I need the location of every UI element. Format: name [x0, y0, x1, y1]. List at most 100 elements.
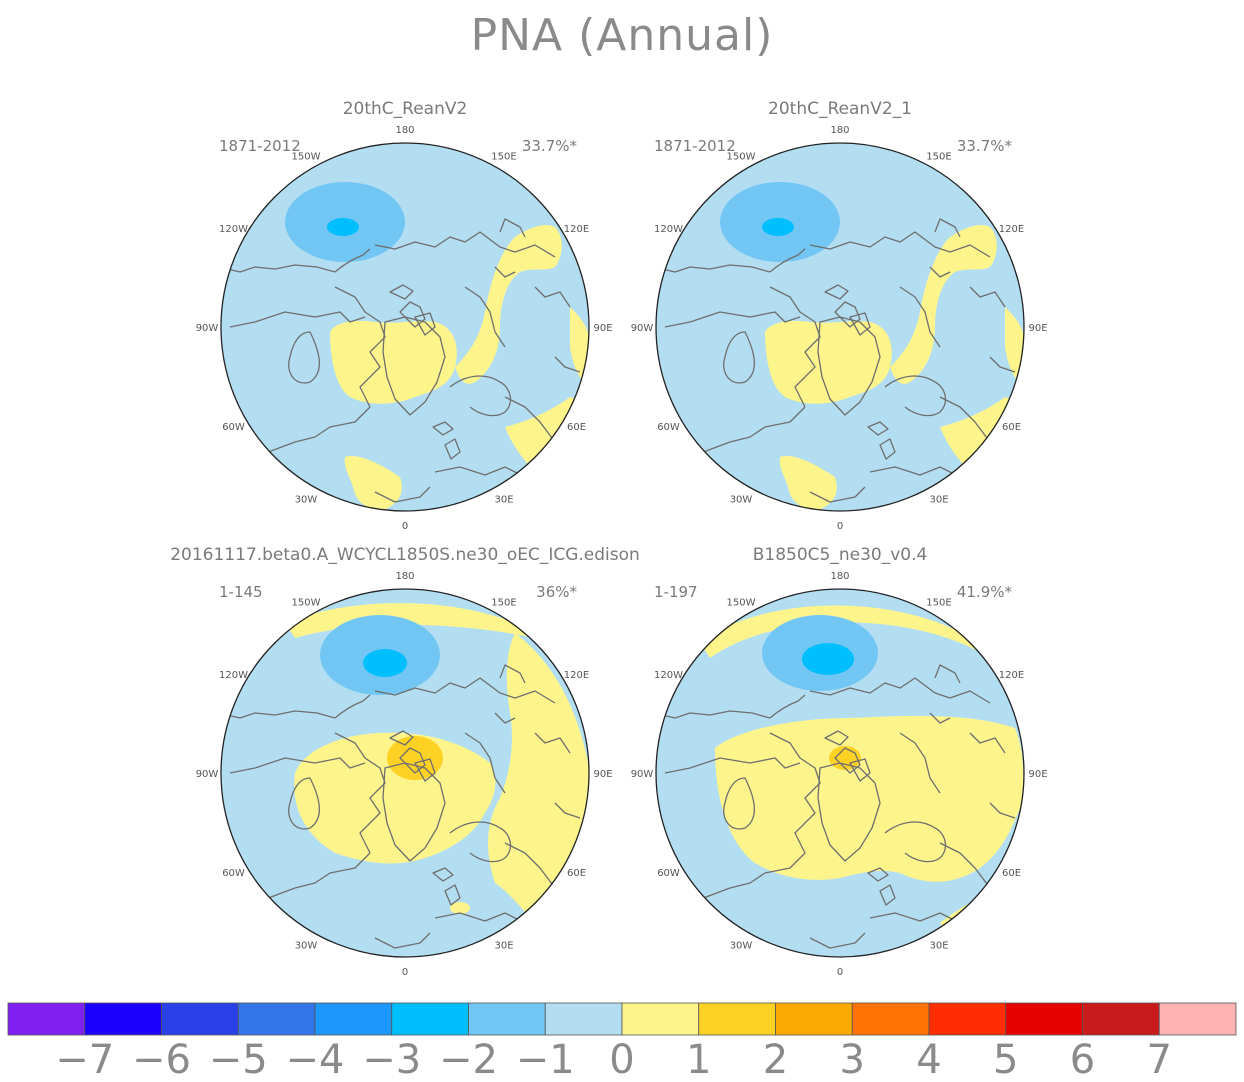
longitude-label: 90E: [593, 323, 612, 334]
longitude-label: 0: [837, 967, 843, 978]
map-border: [220, 142, 590, 512]
colorbar-label: 2: [763, 1037, 788, 1082]
longitude-label: 180: [830, 571, 849, 582]
longitude-label: 30W: [295, 941, 318, 952]
longitude-labels: 180 150E 120E 90E 60E 30E 0 30W 60W 90W 120W 150W: [196, 125, 613, 532]
colorbar-swatch: [1005, 1002, 1083, 1036]
panel-period: 1871-2012: [654, 137, 736, 155]
colorbar-label: 5: [993, 1037, 1018, 1082]
longitude-label: 60E: [567, 422, 586, 433]
longitude-label: 90W: [196, 323, 219, 334]
longitude-label: 0: [402, 521, 408, 532]
colorbar-label: −3: [362, 1037, 421, 1082]
longitude-labels: 180 150E 120E 90E 60E 30E 0 30W 60W 90W 120W 150W: [631, 571, 1048, 978]
panel-title: 20thC_ReanV2_1: [768, 99, 912, 119]
colorbar-swatch: [84, 1002, 162, 1036]
longitude-label: 150E: [491, 598, 516, 609]
colorbar-swatch: [1158, 1002, 1237, 1036]
longitude-label: 30W: [730, 495, 753, 506]
map-border: [655, 142, 1025, 512]
colorbar-label: −4: [286, 1037, 345, 1082]
panel-period: 1871-2012: [219, 137, 301, 155]
longitude-label: 120W: [654, 224, 683, 235]
panel-map: 20161117.beta0.A_WCYCL1850S.ne30_oEC_ICG…: [170, 545, 640, 978]
colorbar-label: −6: [132, 1037, 191, 1082]
panel-variance: 33.7%*: [522, 137, 578, 155]
colorbar-label: 3: [840, 1037, 865, 1082]
longitude-label: 120W: [219, 670, 248, 681]
longitude-label: 30E: [494, 941, 513, 952]
longitude-label: 90E: [593, 769, 612, 780]
longitude-label: 30W: [295, 495, 318, 506]
panel-variance: 33.7%*: [957, 137, 1013, 155]
colorbar-swatch: [544, 1002, 623, 1036]
longitude-label: 120E: [564, 224, 589, 235]
panel-period: 1-197: [654, 583, 698, 601]
colorbar-swatch: [391, 1002, 469, 1036]
colorbar-label: 6: [1070, 1037, 1095, 1082]
longitude-label: 180: [395, 125, 414, 136]
longitude-label: 180: [830, 125, 849, 136]
longitude-labels: 180 150E 120E 90E 60E 30E 0 30W 60W 90W 120W 150W: [196, 571, 613, 978]
panel-title: 20thC_ReanV2: [343, 99, 468, 119]
longitude-label: 90W: [631, 323, 654, 334]
colorbar-label: 0: [609, 1037, 634, 1082]
longitude-label: 60E: [567, 868, 586, 879]
pattern-field: [221, 589, 589, 957]
longitude-label: 150W: [292, 598, 321, 609]
colorbar-swatch: [775, 1002, 853, 1036]
longitude-label: 90E: [1028, 323, 1047, 334]
panel-period: 1-145: [219, 583, 263, 601]
longitude-labels: 180 150E 120E 90E 60E 30E 0 30W 60W 90W 120W 150W: [631, 125, 1048, 532]
panel-map: 20thC_ReanV2_1 1871-2012 33.7%* 180 150E 1…: [631, 99, 1048, 532]
panel-variance: 36%*: [536, 583, 577, 601]
colorbar-label: 7: [1147, 1037, 1172, 1082]
longitude-label: 60W: [222, 868, 245, 879]
longitude-label: 60W: [657, 422, 680, 433]
longitude-label: 60W: [657, 868, 680, 879]
colorbar-swatch: [237, 1002, 316, 1036]
colorbar-swatch: [621, 1002, 700, 1036]
longitude-label: 150W: [727, 598, 756, 609]
colorbar-label: −5: [209, 1037, 268, 1082]
longitude-label: 180: [395, 571, 414, 582]
colorbar: −7 −6 −5 −4 −3 −2 −1 0 1 2 3 4 5 6 7: [7, 1002, 1237, 1082]
panel-title: 20161117.beta0.A_WCYCL1850S.ne30_oEC_ICG…: [170, 545, 640, 565]
pattern-field: [656, 143, 1024, 511]
pattern-field: [221, 143, 589, 511]
map-border: [655, 588, 1025, 958]
panel-map: B1850C5_ne30_v0.4 1-197 41.9%* 180 150E 12…: [631, 545, 1048, 978]
colorbar-swatch: [468, 1002, 546, 1036]
longitude-label: 30E: [494, 495, 513, 506]
longitude-label: 90W: [631, 769, 654, 780]
map-border: [220, 588, 590, 958]
longitude-label: 60E: [1002, 422, 1021, 433]
colorbar-swatch: [928, 1002, 1007, 1036]
longitude-label: 150E: [926, 152, 951, 163]
longitude-label: 60E: [1002, 868, 1021, 879]
pattern-field: [656, 589, 1024, 957]
longitude-label: 30E: [929, 941, 948, 952]
colorbar-label: −2: [439, 1037, 498, 1082]
longitude-label: 0: [402, 967, 408, 978]
colorbar-swatch: [851, 1002, 930, 1036]
colorbar-swatch: [698, 1002, 776, 1036]
colorbar-swatch: [161, 1002, 239, 1036]
longitude-label: 90W: [196, 769, 219, 780]
colorbar-label: −7: [55, 1037, 114, 1082]
longitude-label: 150W: [727, 152, 756, 163]
panel-variance: 41.9%*: [957, 583, 1013, 601]
longitude-label: 60W: [222, 422, 245, 433]
colorbar-label: −1: [516, 1037, 575, 1082]
panel-title: B1850C5_ne30_v0.4: [753, 545, 928, 565]
colorbar-swatch: [1082, 1002, 1160, 1036]
panel-map: 20thC_ReanV2 1871-2012 33.7%* 180 150E 120…: [196, 99, 613, 532]
longitude-label: 150E: [491, 152, 516, 163]
longitude-label: 30W: [730, 941, 753, 952]
colorbar-label: 4: [916, 1037, 941, 1082]
colorbar-label: 1: [686, 1037, 711, 1082]
colorbar-swatch: [7, 1002, 86, 1036]
longitude-label: 90E: [1028, 769, 1047, 780]
longitude-label: 120W: [654, 670, 683, 681]
